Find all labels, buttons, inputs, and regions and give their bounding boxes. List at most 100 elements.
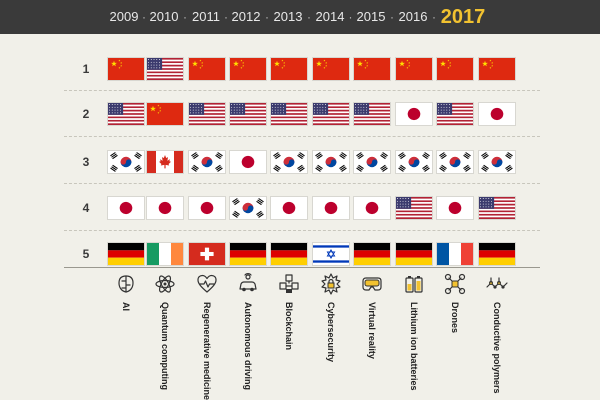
polymer-chain-icon xyxy=(485,272,509,296)
technology-label: Drones xyxy=(450,302,460,334)
flag-germany xyxy=(108,243,144,266)
battery-icon xyxy=(402,272,426,296)
flag-china xyxy=(479,58,515,80)
flag-china xyxy=(396,58,432,80)
flag-china xyxy=(354,58,390,80)
flag-usa xyxy=(189,103,225,126)
rank-label: 4 xyxy=(82,201,90,215)
flag-germany xyxy=(271,243,307,266)
flag-israel xyxy=(313,243,349,265)
year-label-2016: 2016 xyxy=(398,9,428,24)
flag-usa xyxy=(313,103,349,126)
flag-south-korea xyxy=(313,151,349,173)
year-separator: · xyxy=(307,10,311,24)
flag-china xyxy=(230,58,266,80)
year-label-2010: 2010 xyxy=(149,9,179,24)
axis-baseline xyxy=(64,267,540,268)
flag-south-korea xyxy=(271,151,307,173)
row-divider xyxy=(64,230,540,231)
year-separator: · xyxy=(142,10,146,24)
flag-south-korea xyxy=(437,151,473,173)
row-divider xyxy=(64,136,540,137)
vr-headset-icon xyxy=(360,272,384,296)
year-separator: · xyxy=(265,10,269,24)
rank-label: 5 xyxy=(82,247,90,261)
year-label-2009: 2009 xyxy=(109,9,139,24)
ranking-board: 1 2 3 4 5 AI Quantum computing Regenerative me… xyxy=(0,34,600,400)
cubes-icon xyxy=(277,272,301,296)
flag-germany xyxy=(230,243,266,266)
flag-usa xyxy=(479,197,515,220)
rank-label: 1 xyxy=(82,62,90,76)
flag-japan xyxy=(189,197,225,219)
technology-label: Conductive polymers xyxy=(492,302,502,394)
year-separator: · xyxy=(183,10,187,24)
flag-south-korea xyxy=(189,151,225,173)
flag-china xyxy=(189,58,225,80)
year-header-bar: 2009 · 2010 · 2011 · 2012 · 2013 · 2014 · 2015 · 2016 ·… xyxy=(0,0,600,34)
flag-south-korea xyxy=(230,197,266,219)
car-icon xyxy=(236,272,260,296)
year-timeline: 2009 · 2010 · 2011 · 2012 · 2013 · 2014 · 2015 · 2016 ·… xyxy=(0,0,600,34)
flag-usa xyxy=(147,58,183,81)
flag-china xyxy=(271,58,307,80)
row-divider xyxy=(64,183,540,184)
flag-usa xyxy=(437,103,473,126)
row-divider xyxy=(64,90,540,91)
year-label-2014: 2014 xyxy=(315,9,345,24)
flag-france xyxy=(437,243,473,265)
atom-icon xyxy=(153,272,177,296)
technology-label: Lithium ion batteries xyxy=(409,302,419,391)
flag-china xyxy=(147,103,183,125)
flag-japan xyxy=(479,103,515,125)
year-separator: · xyxy=(390,10,394,24)
brain-chip-icon xyxy=(114,272,138,296)
technology-label: Cybersecurity xyxy=(326,302,336,363)
technology-label: Virtual reality xyxy=(367,302,377,359)
flag-switzerland xyxy=(189,243,225,265)
technology-label: Quantum computing xyxy=(160,302,170,390)
flag-south-korea xyxy=(108,151,144,173)
year-label-2013: 2013 xyxy=(273,9,303,24)
flag-china xyxy=(437,58,473,80)
flag-japan xyxy=(271,197,307,219)
year-separator: · xyxy=(348,10,353,24)
flag-japan xyxy=(313,197,349,219)
flag-canada xyxy=(147,151,183,173)
year-label-2011: 2011 xyxy=(192,9,220,24)
heart-pulse-icon xyxy=(195,272,219,296)
flag-south-korea xyxy=(354,151,390,173)
flag-usa xyxy=(354,103,390,126)
lock-shield-icon xyxy=(319,272,343,296)
year-separator: · xyxy=(432,10,436,24)
drone-icon xyxy=(443,272,467,296)
flag-germany xyxy=(479,243,515,266)
year-label-2017: 2017 xyxy=(440,6,486,28)
rank-label: 2 xyxy=(82,107,90,121)
flag-china xyxy=(313,58,349,80)
flag-china xyxy=(108,58,144,80)
technology-label: AI xyxy=(121,302,131,311)
flag-south-korea xyxy=(396,151,432,173)
flag-germany xyxy=(396,243,432,266)
technology-label: Regenerative medicine xyxy=(202,302,212,400)
flag-japan xyxy=(230,151,266,173)
flag-south-korea xyxy=(479,151,515,173)
year-separator: · xyxy=(224,10,228,24)
flag-japan xyxy=(437,197,473,219)
flag-germany xyxy=(354,243,390,266)
flag-japan xyxy=(108,197,144,219)
flag-ireland xyxy=(147,243,183,265)
flag-usa xyxy=(396,197,432,220)
flag-usa xyxy=(230,103,266,126)
year-label-2015: 2015 xyxy=(356,9,386,24)
flag-japan xyxy=(354,197,390,219)
year-label-2012: 2012 xyxy=(231,9,261,24)
flag-japan xyxy=(147,197,183,219)
technology-label: Blockchain xyxy=(284,302,294,351)
technology-label: Autonomous driving xyxy=(243,302,253,390)
flag-usa xyxy=(271,103,307,126)
flag-japan xyxy=(396,103,432,125)
flag-usa xyxy=(108,103,144,126)
rank-label: 3 xyxy=(82,155,90,169)
